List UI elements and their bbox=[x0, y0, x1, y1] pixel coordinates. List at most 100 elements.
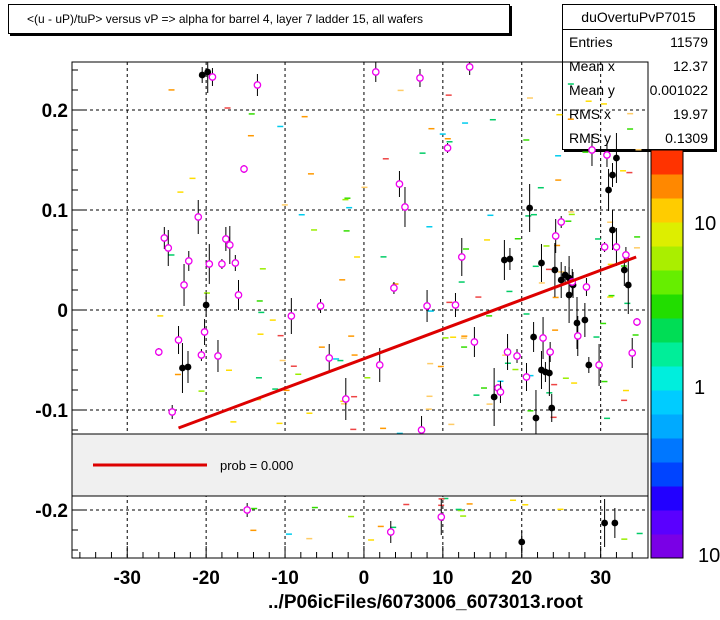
fit-layer bbox=[177, 255, 637, 430]
x-tick-label: 10 bbox=[432, 568, 453, 589]
colorbar-frame bbox=[650, 149, 684, 559]
profile-point-black bbox=[585, 361, 593, 369]
profile-point-magenta bbox=[180, 281, 188, 289]
profile-point-black bbox=[624, 281, 632, 289]
colorbar-tick-bottom: 10 bbox=[698, 545, 720, 567]
y-tick-label: 0.1 bbox=[42, 201, 69, 222]
profile-point-magenta bbox=[573, 332, 582, 340]
profile-point-magenta bbox=[341, 395, 350, 403]
profile-point-magenta bbox=[612, 243, 621, 251]
profile-point-black bbox=[198, 71, 206, 79]
colorbar-band bbox=[651, 438, 683, 463]
legend-label: prob = 0.000 bbox=[220, 458, 293, 473]
profile-point-black bbox=[179, 364, 186, 372]
profile-point-black bbox=[506, 255, 514, 263]
profile-point-black bbox=[605, 186, 612, 194]
chart-title: <(u - uP)/tuP> versus vP => alpha for ba… bbox=[27, 12, 423, 26]
stats-value: 0.001022 bbox=[649, 82, 708, 98]
profile-point-magenta bbox=[218, 260, 226, 268]
stats-value: 19.97 bbox=[672, 106, 708, 122]
y-tick-label: -0.1 bbox=[35, 401, 68, 422]
profile-point-magenta bbox=[451, 301, 460, 309]
colorbar-band bbox=[651, 222, 683, 247]
profile-point-black bbox=[532, 414, 540, 422]
y-tick-label: -0.2 bbox=[35, 501, 68, 522]
colorbar-band bbox=[651, 366, 683, 391]
profile-point-magenta bbox=[194, 213, 203, 221]
profile-point-magenta bbox=[470, 338, 479, 346]
profile-point-magenta bbox=[200, 328, 209, 336]
profile-point-magenta bbox=[603, 151, 611, 159]
colorbar-band bbox=[651, 246, 683, 271]
x-tick-label: 20 bbox=[511, 568, 532, 589]
profile-point-magenta bbox=[416, 74, 424, 82]
stats-box: duOvertuPvP7015 Entries 11579 Mean x 12.… bbox=[562, 4, 715, 150]
profile-point-magenta bbox=[240, 165, 248, 173]
fit-line bbox=[177, 255, 637, 430]
profile-point-magenta bbox=[234, 291, 243, 299]
profile-point-magenta bbox=[628, 349, 637, 357]
profile-point-black bbox=[202, 301, 210, 309]
profile-point-black bbox=[490, 393, 498, 401]
file-path-label: ../P06icFiles/6073006_6073013.root bbox=[268, 592, 583, 613]
profile-point-black bbox=[581, 316, 589, 324]
profile-point-black bbox=[530, 333, 537, 341]
profile-point-magenta bbox=[595, 361, 603, 369]
profile-point-magenta bbox=[243, 506, 252, 514]
profile-point-magenta bbox=[164, 244, 173, 252]
profile-point-magenta bbox=[371, 68, 380, 76]
y-tick-label: 0 bbox=[57, 301, 68, 322]
profile-point-black bbox=[545, 369, 553, 377]
colorbar-tick-mid: 1 bbox=[694, 377, 705, 399]
colorbar-band bbox=[651, 486, 683, 511]
profile-point-magenta bbox=[437, 513, 446, 521]
profile-point-black bbox=[204, 68, 212, 76]
profile-point-magenta bbox=[600, 243, 609, 251]
colorbar-band bbox=[651, 414, 683, 439]
colorbar-band bbox=[651, 510, 683, 535]
stats-label: Mean y bbox=[569, 82, 615, 98]
profile-point-black bbox=[609, 226, 616, 234]
profile-point-black bbox=[184, 363, 192, 371]
profile-point-magenta bbox=[503, 348, 512, 356]
profile-point-magenta bbox=[457, 253, 466, 261]
stats-row-entries: Entries 11579 bbox=[563, 30, 714, 54]
profile-point-black bbox=[557, 276, 565, 284]
x-tick-label: -20 bbox=[192, 568, 219, 589]
profile-point-magenta bbox=[633, 318, 641, 326]
profile-point-magenta bbox=[184, 257, 193, 265]
profile-point-magenta bbox=[375, 361, 384, 369]
profile-point-magenta bbox=[386, 528, 395, 536]
x-tick-label: 0 bbox=[359, 568, 370, 589]
colorbar-band bbox=[651, 150, 683, 175]
profile-point-black bbox=[620, 266, 628, 274]
y-tick-label: 0.2 bbox=[42, 101, 68, 122]
profile-point-magenta bbox=[287, 312, 296, 320]
stats-value: 12.37 bbox=[672, 58, 708, 74]
profile-point-magenta bbox=[231, 259, 240, 267]
profile-point-magenta bbox=[325, 354, 334, 362]
colorbar-band bbox=[651, 270, 683, 295]
colorbar-band bbox=[651, 318, 683, 343]
colorbar-band bbox=[651, 462, 683, 487]
colorbar-band bbox=[651, 390, 683, 415]
stats-name: duOvertuPvP7015 bbox=[563, 5, 714, 30]
colorbar-band bbox=[651, 174, 683, 199]
profile-point-black bbox=[500, 256, 508, 264]
profile-point-black bbox=[526, 204, 534, 212]
colorbar-band bbox=[651, 198, 683, 223]
profile-point-magenta bbox=[205, 260, 214, 268]
profile-point-magenta bbox=[423, 302, 431, 310]
legend-box: prob = 0.000 bbox=[71, 433, 649, 497]
profile-point-black bbox=[551, 266, 559, 274]
colorbar-band bbox=[651, 534, 683, 559]
profile-point-magenta bbox=[214, 352, 222, 360]
profile-point-magenta bbox=[582, 283, 591, 291]
profile-point-magenta bbox=[154, 348, 163, 356]
profile-point-magenta bbox=[622, 251, 630, 259]
x-tick-label: 30 bbox=[590, 568, 611, 589]
colorbar-band bbox=[651, 294, 683, 319]
profile-point-magenta bbox=[222, 235, 230, 243]
profile-point-black bbox=[611, 519, 619, 527]
